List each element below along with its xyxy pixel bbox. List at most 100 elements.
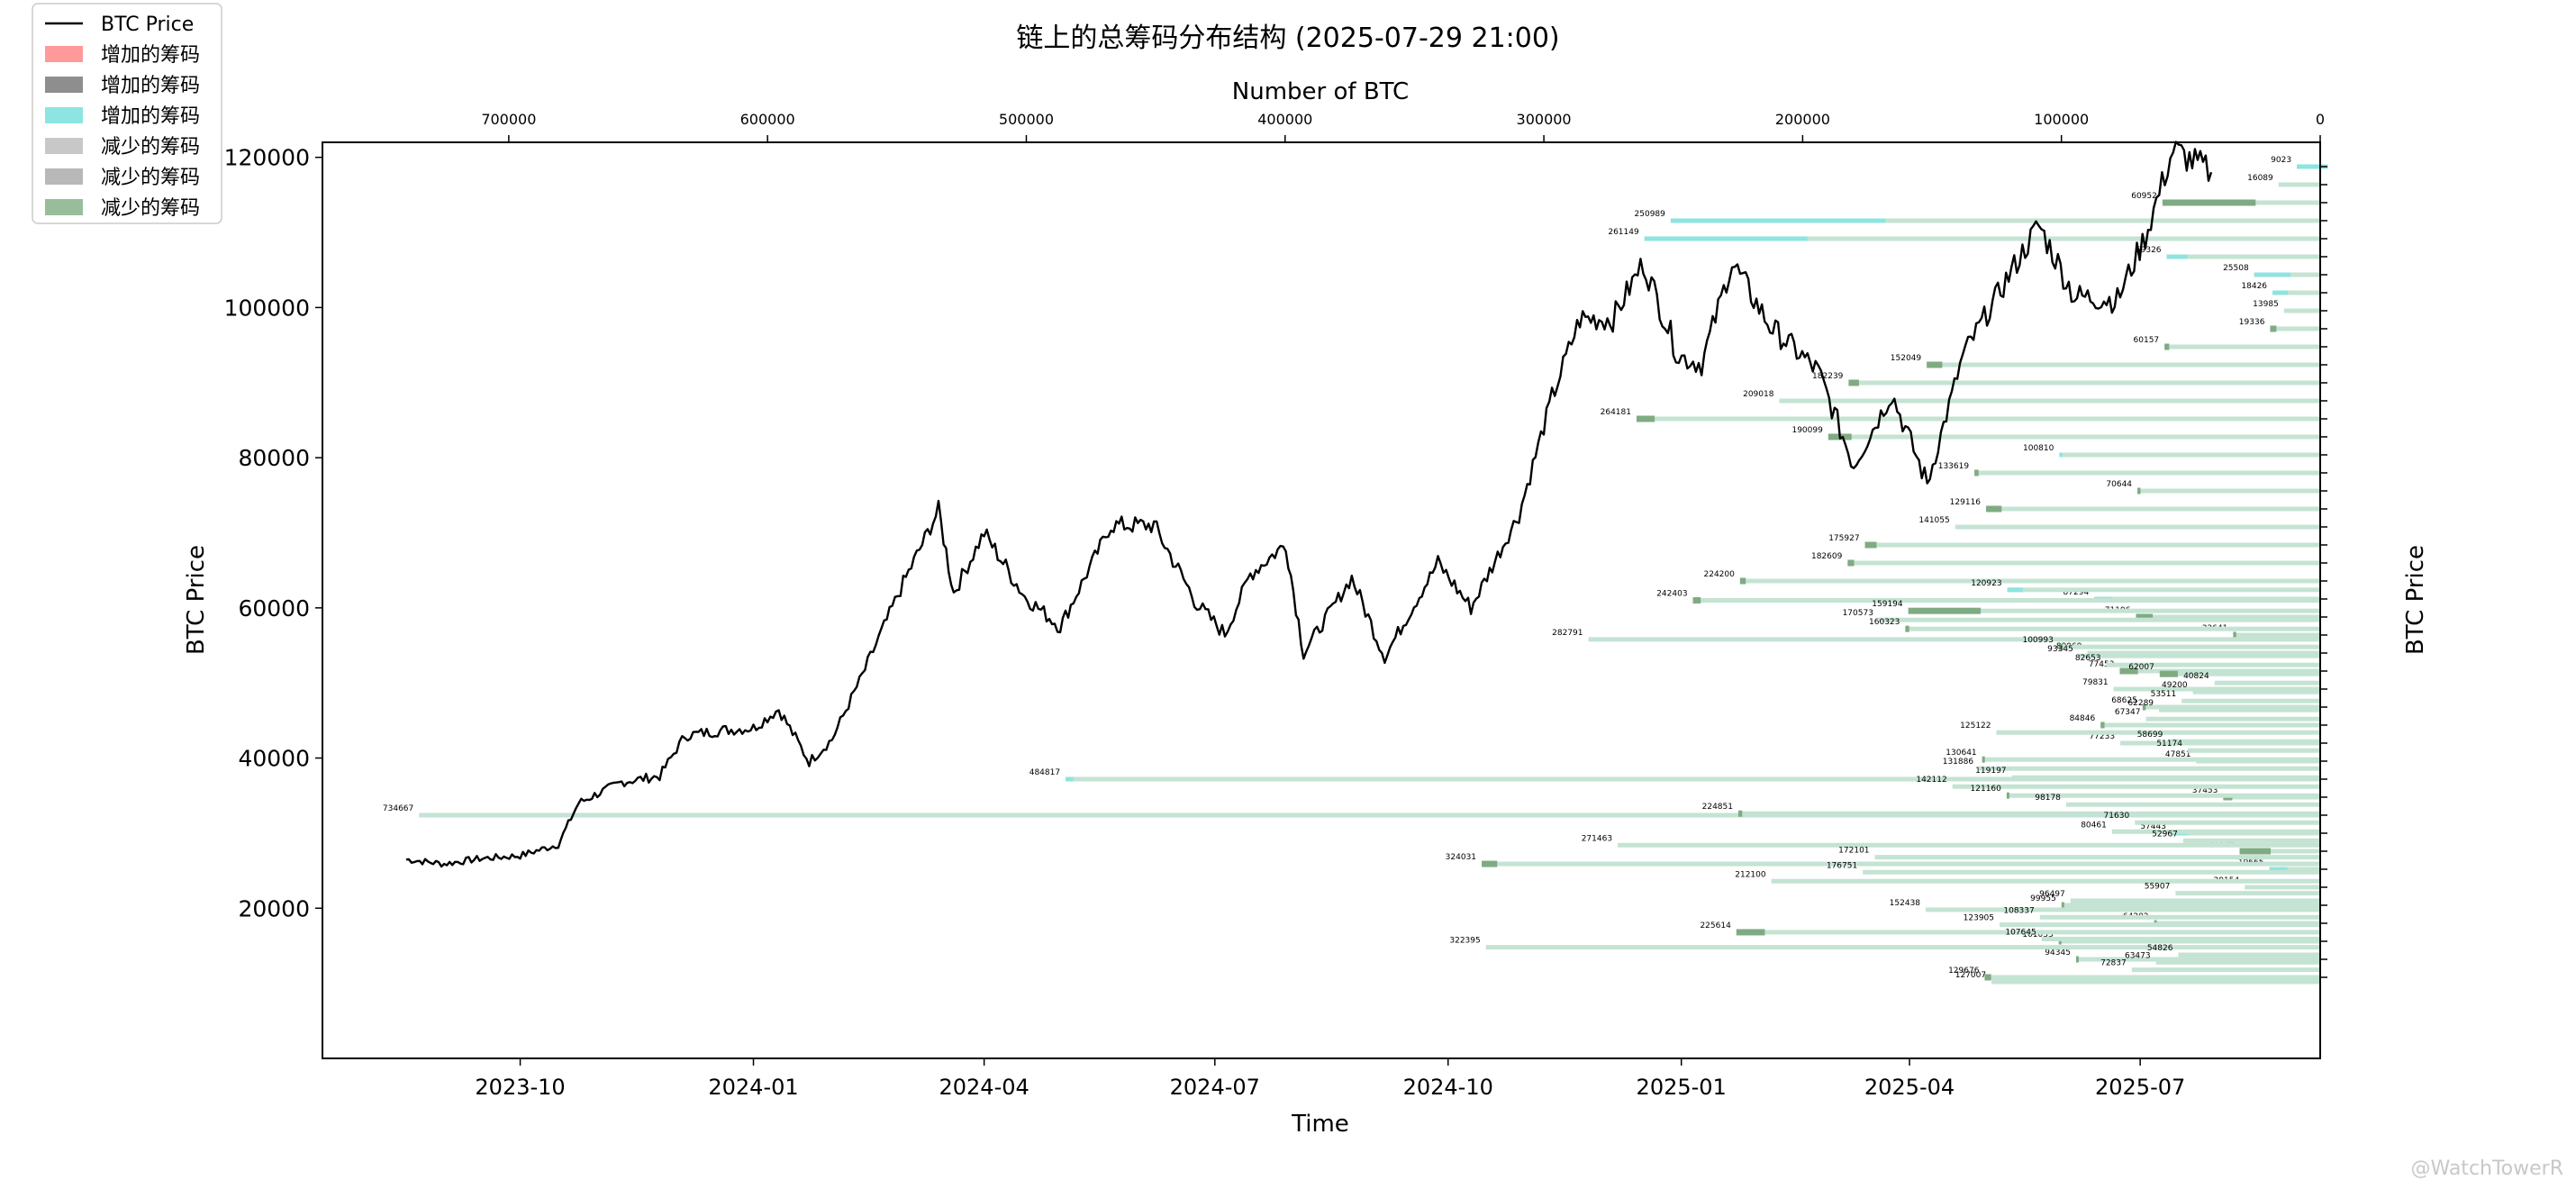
distribution-bar-decrease <box>2159 670 2178 677</box>
distribution-bar-label: 13985 <box>2253 300 2279 309</box>
distribution-bar-label: 98178 <box>2035 794 2061 803</box>
distribution-bar-increase <box>1066 776 1074 782</box>
distribution-bar <box>2007 587 2320 593</box>
x-tick-label: 2023-10 <box>475 1075 565 1100</box>
y-tick-label: 100000 <box>224 295 310 321</box>
distribution-bar-label: 53511 <box>2151 690 2177 699</box>
distribution-bar <box>1828 434 2320 440</box>
distribution-bar-label: 107645 <box>2005 928 2036 937</box>
distribution-bar-label: 159194 <box>1872 600 1903 609</box>
distribution-bar-label: 160323 <box>1869 618 1900 627</box>
distribution-bar-label: 261149 <box>1608 228 1639 237</box>
distribution-bar-label: 67347 <box>2115 708 2141 717</box>
legend-label: 减少的筹码 <box>101 136 200 159</box>
distribution-bar-label: 121160 <box>1971 785 2002 794</box>
distribution-bar <box>2041 936 2320 941</box>
distribution-bar-decrease <box>1927 361 1943 368</box>
distribution-bar <box>2159 671 2320 676</box>
distribution-bar <box>1636 416 2320 422</box>
distribution-bar <box>419 812 2321 818</box>
distribution-bar-decrease <box>1982 756 1985 763</box>
legend-swatch <box>45 107 83 123</box>
x-axis-ticks: 2023-10 2024-01 2024-04 2024-07 2024-10 2025-… <box>475 1058 2185 1100</box>
y-tick-label: 80000 <box>238 445 310 471</box>
distribution-bar-label: 108337 <box>2003 906 2034 915</box>
distribution-bar <box>2106 662 2320 667</box>
distribution-bar <box>2270 326 2320 331</box>
distribution-bar-label: 190099 <box>1791 426 1823 435</box>
y-tick-label: 20000 <box>238 895 310 921</box>
distribution-bar-label: 101033 <box>2022 930 2053 939</box>
distribution-bar-increase <box>2059 452 2063 458</box>
distribution-bar <box>2058 939 2320 944</box>
distribution-bar-decrease <box>2136 613 2154 621</box>
distribution-bar <box>1986 506 2320 512</box>
distribution-bar-label: 37453 <box>2192 786 2218 795</box>
distribution-bar-decrease <box>2233 631 2236 639</box>
distribution-bar-label: 170573 <box>1843 609 1873 618</box>
distribution-bar-decrease <box>1905 625 1909 632</box>
distribution-bar-label: 131886 <box>1943 758 1974 767</box>
distribution-bar-label: 16089 <box>2247 174 2273 183</box>
distribution-bar <box>1618 842 2320 848</box>
legend-swatch <box>45 77 83 93</box>
distribution-bar <box>2283 308 2320 313</box>
distribution-bar-label: 87294 <box>2064 588 2090 597</box>
distribution-bar <box>1847 560 2320 566</box>
distribution-bars: 9023 16089 60952 250989 261149 59326 25508 1842… <box>383 156 2328 985</box>
distribution-bar <box>1952 784 2320 789</box>
distribution-bar-label: 68625 <box>2111 696 2137 705</box>
legend-label: 减少的筹码 <box>101 197 200 220</box>
distribution-bar <box>1482 861 2320 867</box>
distribution-bar-label: 172101 <box>1838 847 1869 856</box>
distribution-bar-label: 225614 <box>1700 921 1731 930</box>
distribution-bar-label: 224851 <box>1702 803 1733 812</box>
distribution-bar-decrease <box>2119 667 2138 675</box>
distribution-bar-label: 71630 <box>2104 812 2130 821</box>
distribution-bar <box>1984 975 2320 980</box>
legend-swatch <box>45 46 83 62</box>
distribution-bar-label: 734667 <box>383 804 413 813</box>
y-axis-label-right: BTC Price <box>2402 545 2429 655</box>
distribution-bar-label: 19336 <box>2239 318 2265 327</box>
y-tick-label: 120000 <box>224 145 310 171</box>
distribution-bar-decrease <box>1692 597 1701 604</box>
x2-tick-label: 0 <box>2316 111 2325 128</box>
distribution-bar <box>2100 722 2320 728</box>
legend-label: 增加的筹码 <box>101 44 200 67</box>
distribution-bar <box>2011 775 2320 780</box>
distribution-bar <box>2136 614 2320 620</box>
distribution-bar-label: 84846 <box>2070 714 2096 723</box>
distribution-bar <box>2131 967 2320 973</box>
distribution-bar <box>2269 867 2320 872</box>
distribution-bar-label: 133619 <box>1938 462 1970 471</box>
distribution-bar-label: 125122 <box>1960 722 1991 731</box>
x2-tick-label: 500000 <box>999 111 1054 128</box>
distribution-bar <box>1864 542 2320 548</box>
distribution-bar <box>2006 793 2320 798</box>
x2-tick-label: 100000 <box>2034 111 2089 128</box>
distribution-bar <box>2192 689 2320 694</box>
distribution-bar <box>2119 668 2320 674</box>
distribution-bar-decrease <box>2239 848 2272 855</box>
distribution-bar-label: 182239 <box>1812 372 1844 381</box>
distribution-bar-label: 175927 <box>1828 534 1859 543</box>
distribution-bar <box>2065 802 2320 807</box>
distribution-bar <box>1955 524 2320 530</box>
distribution-bar-decrease <box>1736 929 1765 936</box>
distribution-bar-decrease <box>1482 860 1498 867</box>
distribution-bar-decrease <box>1848 379 1859 386</box>
distribution-bar-label: 60157 <box>2134 336 2160 345</box>
distribution-bar <box>1771 878 2320 884</box>
distribution-bar-increase <box>2254 272 2290 277</box>
distribution-bar-label: 60952 <box>2131 192 2157 201</box>
distribution-bar-increase <box>2297 164 2328 169</box>
distribution-bar <box>2182 838 2320 843</box>
distribution-bar-label: 123905 <box>1964 914 1994 923</box>
distribution-bar-label: 18426 <box>2241 282 2267 291</box>
distribution-bar-label: 52967 <box>2152 830 2178 839</box>
distribution-bar <box>1991 979 2320 985</box>
distribution-bar-decrease <box>1864 541 1877 549</box>
distribution-bar-label: 152049 <box>1891 354 1922 363</box>
